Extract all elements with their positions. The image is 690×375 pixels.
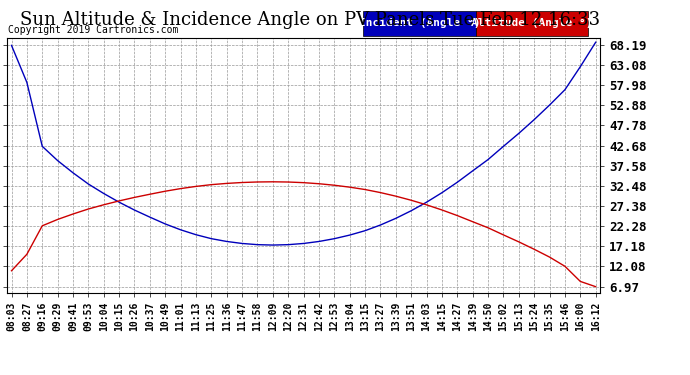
Text: Sun Altitude & Incidence Angle on PV Panels Tue Feb 12 16:33: Sun Altitude & Incidence Angle on PV Pan… [21,11,600,29]
FancyBboxPatch shape [475,11,589,36]
Text: Altitude (Angle °): Altitude (Angle °) [471,18,593,28]
FancyBboxPatch shape [363,11,475,36]
Text: Incident (Angle °): Incident (Angle °) [359,18,480,28]
Text: Copyright 2019 Cartronics.com: Copyright 2019 Cartronics.com [8,25,179,35]
